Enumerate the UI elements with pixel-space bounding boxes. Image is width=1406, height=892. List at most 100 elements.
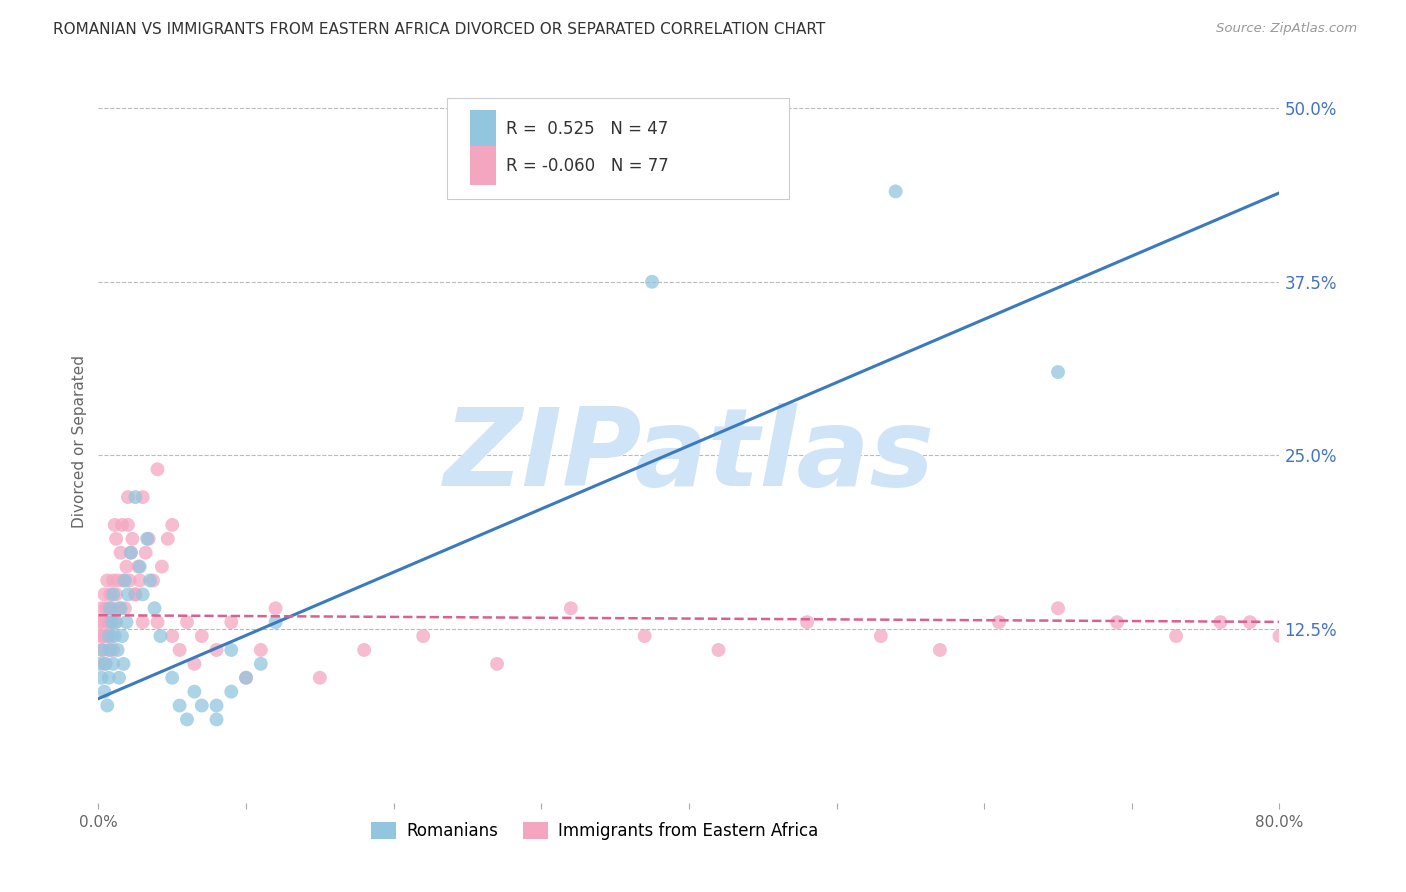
Point	[353, 643, 375, 657]
Point	[169, 698, 191, 713]
Point	[149, 629, 172, 643]
Point	[205, 713, 228, 727]
Point	[115, 615, 138, 630]
Point	[103, 574, 125, 588]
Point	[235, 671, 257, 685]
Point	[98, 601, 121, 615]
Bar	[471, 110, 496, 149]
Point	[135, 546, 157, 560]
Point	[486, 657, 509, 671]
Point	[98, 587, 121, 601]
Bar	[471, 145, 496, 186]
Point	[103, 657, 125, 671]
Text: Source: ZipAtlas.com: Source: ZipAtlas.com	[1216, 22, 1357, 36]
Point	[707, 643, 730, 657]
Point	[132, 615, 155, 630]
Point	[132, 587, 155, 601]
Point	[94, 629, 117, 643]
Point	[112, 657, 135, 671]
Point	[110, 601, 132, 615]
Point	[117, 490, 139, 504]
Point	[100, 601, 122, 615]
Point	[162, 671, 183, 685]
Point	[117, 517, 139, 532]
Point	[100, 629, 122, 643]
Point	[90, 643, 112, 657]
Point	[97, 671, 120, 685]
Point	[111, 517, 134, 532]
Point	[235, 671, 257, 685]
Point	[191, 629, 214, 643]
Point	[93, 587, 115, 601]
Point	[156, 532, 179, 546]
Point	[870, 629, 893, 643]
Point	[183, 684, 205, 698]
Point	[250, 643, 273, 657]
Point	[560, 601, 582, 615]
Point	[91, 615, 114, 630]
Point	[250, 657, 273, 671]
Point	[93, 657, 115, 671]
Point	[124, 587, 146, 601]
Point	[90, 601, 112, 615]
Point	[114, 601, 136, 615]
Point	[108, 671, 131, 685]
Point	[90, 671, 112, 685]
Point	[796, 615, 818, 630]
Point	[1107, 615, 1129, 630]
Point	[89, 615, 111, 630]
Point	[412, 629, 434, 643]
Point	[309, 671, 332, 685]
Point	[136, 532, 159, 546]
Text: R =  0.525   N = 47: R = 0.525 N = 47	[506, 120, 668, 138]
Point	[146, 462, 169, 476]
Point	[127, 559, 149, 574]
Point	[96, 574, 118, 588]
Point	[132, 490, 155, 504]
Point	[118, 574, 141, 588]
Point	[107, 574, 129, 588]
Point	[139, 574, 162, 588]
Point	[128, 574, 150, 588]
Point	[94, 601, 117, 615]
Point	[91, 629, 114, 643]
Text: ZIPatlas: ZIPatlas	[443, 403, 935, 509]
Point	[191, 698, 214, 713]
Point	[97, 629, 120, 643]
Point	[884, 185, 907, 199]
Point	[128, 559, 150, 574]
Point	[176, 713, 198, 727]
Point	[108, 601, 131, 615]
Point	[121, 532, 143, 546]
Point	[143, 601, 166, 615]
Point	[124, 490, 146, 504]
Point	[103, 587, 125, 601]
Point	[117, 587, 139, 601]
Point	[114, 574, 136, 588]
Point	[929, 643, 952, 657]
FancyBboxPatch shape	[447, 98, 789, 200]
Point	[89, 629, 111, 643]
Point	[94, 657, 117, 671]
Text: ROMANIAN VS IMMIGRANTS FROM EASTERN AFRICA DIVORCED OR SEPARATED CORRELATION CHA: ROMANIAN VS IMMIGRANTS FROM EASTERN AFRI…	[53, 22, 825, 37]
Point	[146, 615, 169, 630]
Point	[1046, 601, 1070, 615]
Point	[100, 615, 122, 630]
Point	[221, 643, 243, 657]
Point	[264, 615, 287, 630]
Point	[1239, 615, 1261, 630]
Point	[110, 546, 132, 560]
Point	[641, 275, 664, 289]
Point	[91, 643, 114, 657]
Y-axis label: Divorced or Separated: Divorced or Separated	[72, 355, 87, 528]
Point	[205, 698, 228, 713]
Point	[105, 532, 128, 546]
Point	[104, 517, 127, 532]
Point	[205, 643, 228, 657]
Point	[142, 574, 165, 588]
Point	[105, 615, 128, 630]
Point	[104, 615, 127, 630]
Point	[89, 657, 111, 671]
Point	[1209, 615, 1232, 630]
Point	[96, 698, 118, 713]
